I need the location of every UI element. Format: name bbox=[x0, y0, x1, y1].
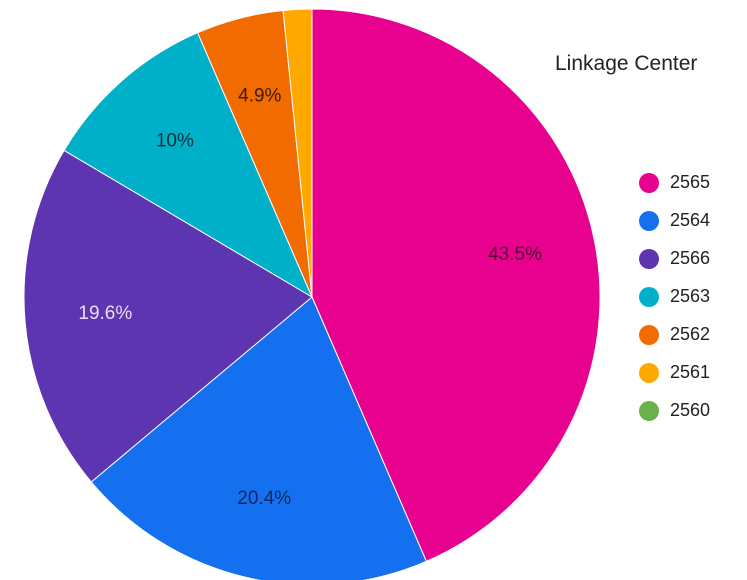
legend-label-2560: 2560 bbox=[670, 400, 710, 420]
legend-label-2564: 2564 bbox=[670, 210, 710, 230]
pie-slice-label-2562: 4.9% bbox=[238, 85, 281, 106]
legend: Linkage Center 2565256425662563256225612… bbox=[555, 52, 710, 421]
legend-swatch-2563 bbox=[639, 287, 659, 307]
legend-label-2565: 2565 bbox=[670, 172, 710, 192]
legend-swatch-2562 bbox=[639, 325, 659, 345]
legend-items: 2565 2564 2566 2563 2562 2561 2560 bbox=[639, 172, 710, 421]
pie-slice-2564 bbox=[90, 296, 428, 580]
legend-label-2562: 2562 bbox=[670, 324, 710, 344]
legend-title: Linkage Center bbox=[555, 52, 697, 75]
pie-slice-label-2566: 19.6% bbox=[78, 303, 132, 324]
legend-swatch-2565 bbox=[639, 173, 659, 193]
pie-slice-2566 bbox=[23, 149, 313, 483]
legend-label-2561: 2561 bbox=[670, 362, 710, 382]
legend-swatch-2564 bbox=[639, 211, 659, 231]
pie-slice-label-2564: 20.4% bbox=[237, 488, 291, 509]
pie-slice-labels: 43.5% 20.4% 19.6% 10% 4.9% bbox=[78, 85, 542, 508]
pie-slice-label-2563: 10% bbox=[156, 130, 194, 151]
legend-label-2566: 2566 bbox=[670, 248, 710, 268]
pie-slice-label-2565: 43.5% bbox=[488, 244, 542, 265]
legend-swatch-2566 bbox=[639, 249, 659, 269]
pie-slice-2561 bbox=[282, 8, 313, 298]
legend-swatch-2561 bbox=[639, 363, 659, 383]
pie-slice-2565 bbox=[311, 8, 601, 562]
legend-swatch-2560 bbox=[639, 401, 659, 421]
legend-label-2563: 2563 bbox=[670, 286, 710, 306]
pie-slices bbox=[23, 8, 601, 580]
pie-slice-2563 bbox=[63, 32, 314, 299]
